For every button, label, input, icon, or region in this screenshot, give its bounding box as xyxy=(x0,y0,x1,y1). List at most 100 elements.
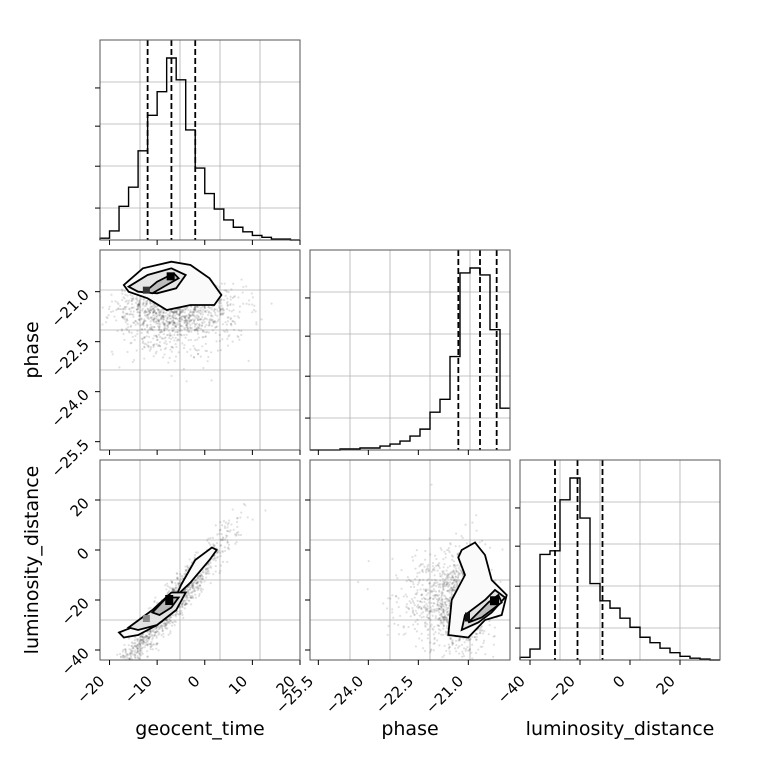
sample-point xyxy=(193,590,196,593)
sample-point xyxy=(397,605,400,609)
sample-point xyxy=(137,314,140,317)
sample-point xyxy=(197,581,200,584)
sample-point xyxy=(455,644,458,647)
sample-point xyxy=(199,355,202,358)
sample-point xyxy=(142,639,145,642)
sample-point xyxy=(443,618,447,621)
sample-point xyxy=(447,576,451,579)
sample-point xyxy=(201,577,204,580)
sample-point xyxy=(117,674,119,676)
sample-point xyxy=(215,340,218,343)
sample-point xyxy=(171,587,174,590)
sample-point xyxy=(161,314,165,317)
sample-point xyxy=(168,332,171,335)
sample-point xyxy=(173,311,176,314)
sample-point xyxy=(451,643,454,647)
sample-point xyxy=(115,308,118,312)
sample-point xyxy=(200,324,203,327)
sample-point xyxy=(169,630,172,633)
sample-point xyxy=(168,314,171,318)
sample-point xyxy=(439,619,442,622)
sample-point xyxy=(227,290,230,294)
sample-point xyxy=(440,596,443,599)
sample-point xyxy=(164,623,167,626)
sample-point xyxy=(456,576,459,579)
sample-point xyxy=(160,309,163,313)
sample-point xyxy=(471,521,474,524)
sample-point xyxy=(426,607,429,610)
sample-point xyxy=(204,342,207,345)
sample-point xyxy=(149,606,152,609)
sample-point xyxy=(166,321,169,324)
sample-point xyxy=(414,592,417,595)
sample-point xyxy=(110,300,114,303)
sample-point xyxy=(248,303,251,306)
sample-point xyxy=(187,585,190,589)
sample-point xyxy=(182,367,185,370)
sample-point xyxy=(450,586,453,589)
sample-point xyxy=(184,318,187,322)
density-peak xyxy=(166,272,175,281)
sample-point xyxy=(129,652,132,655)
sample-point xyxy=(189,319,193,322)
sample-point xyxy=(435,597,438,601)
sample-point xyxy=(139,645,142,648)
sample-point xyxy=(196,305,199,308)
sample-point xyxy=(441,615,445,619)
sample-point xyxy=(199,309,202,312)
sample-point xyxy=(147,346,150,349)
sample-point xyxy=(168,586,171,589)
sample-point xyxy=(210,314,213,317)
sample-point xyxy=(147,344,150,348)
sample-point xyxy=(185,323,188,327)
sample-point xyxy=(198,584,201,587)
sample-point xyxy=(436,581,439,584)
sample-point xyxy=(169,337,173,341)
sample-point xyxy=(449,637,452,641)
sample-point xyxy=(118,661,120,663)
sample-point xyxy=(152,318,155,321)
sample-point xyxy=(95,706,97,708)
sample-point xyxy=(430,648,433,651)
sample-point xyxy=(447,549,450,552)
sample-point xyxy=(172,311,175,314)
sample-point xyxy=(452,560,455,563)
sample-point xyxy=(125,666,127,668)
sample-point xyxy=(436,624,439,627)
sample-point xyxy=(129,662,131,664)
sample-point xyxy=(229,529,232,532)
sample-point xyxy=(214,570,217,573)
sample-point xyxy=(210,318,213,321)
sample-point xyxy=(442,588,445,591)
sample-point xyxy=(433,641,436,645)
sample-point xyxy=(429,651,432,654)
sample-point xyxy=(146,643,149,646)
sample-point xyxy=(468,648,472,651)
sample-point xyxy=(218,532,221,535)
sample-point xyxy=(138,314,142,317)
sample-point xyxy=(149,323,152,326)
sample-point xyxy=(193,328,197,331)
sample-point xyxy=(188,311,192,314)
sample-point xyxy=(186,595,189,598)
sample-point xyxy=(196,338,199,341)
sample-point xyxy=(174,325,177,328)
sample-point xyxy=(201,588,205,591)
sample-point xyxy=(110,293,113,296)
sample-point xyxy=(125,678,127,680)
sample-point xyxy=(212,320,215,323)
sample-point xyxy=(443,572,446,575)
sample-point xyxy=(188,330,191,333)
sample-point xyxy=(451,581,454,585)
sample-point xyxy=(159,624,163,627)
hist-bar xyxy=(660,648,670,660)
ytick-label-phase: −22.5 xyxy=(48,336,93,381)
sample-point xyxy=(191,594,194,598)
sample-point xyxy=(130,299,133,303)
sample-point xyxy=(171,316,174,319)
sample-point xyxy=(490,568,493,571)
sample-point xyxy=(469,637,472,641)
sample-point xyxy=(179,307,182,310)
sample-point xyxy=(168,336,171,339)
sample-point xyxy=(141,635,145,638)
